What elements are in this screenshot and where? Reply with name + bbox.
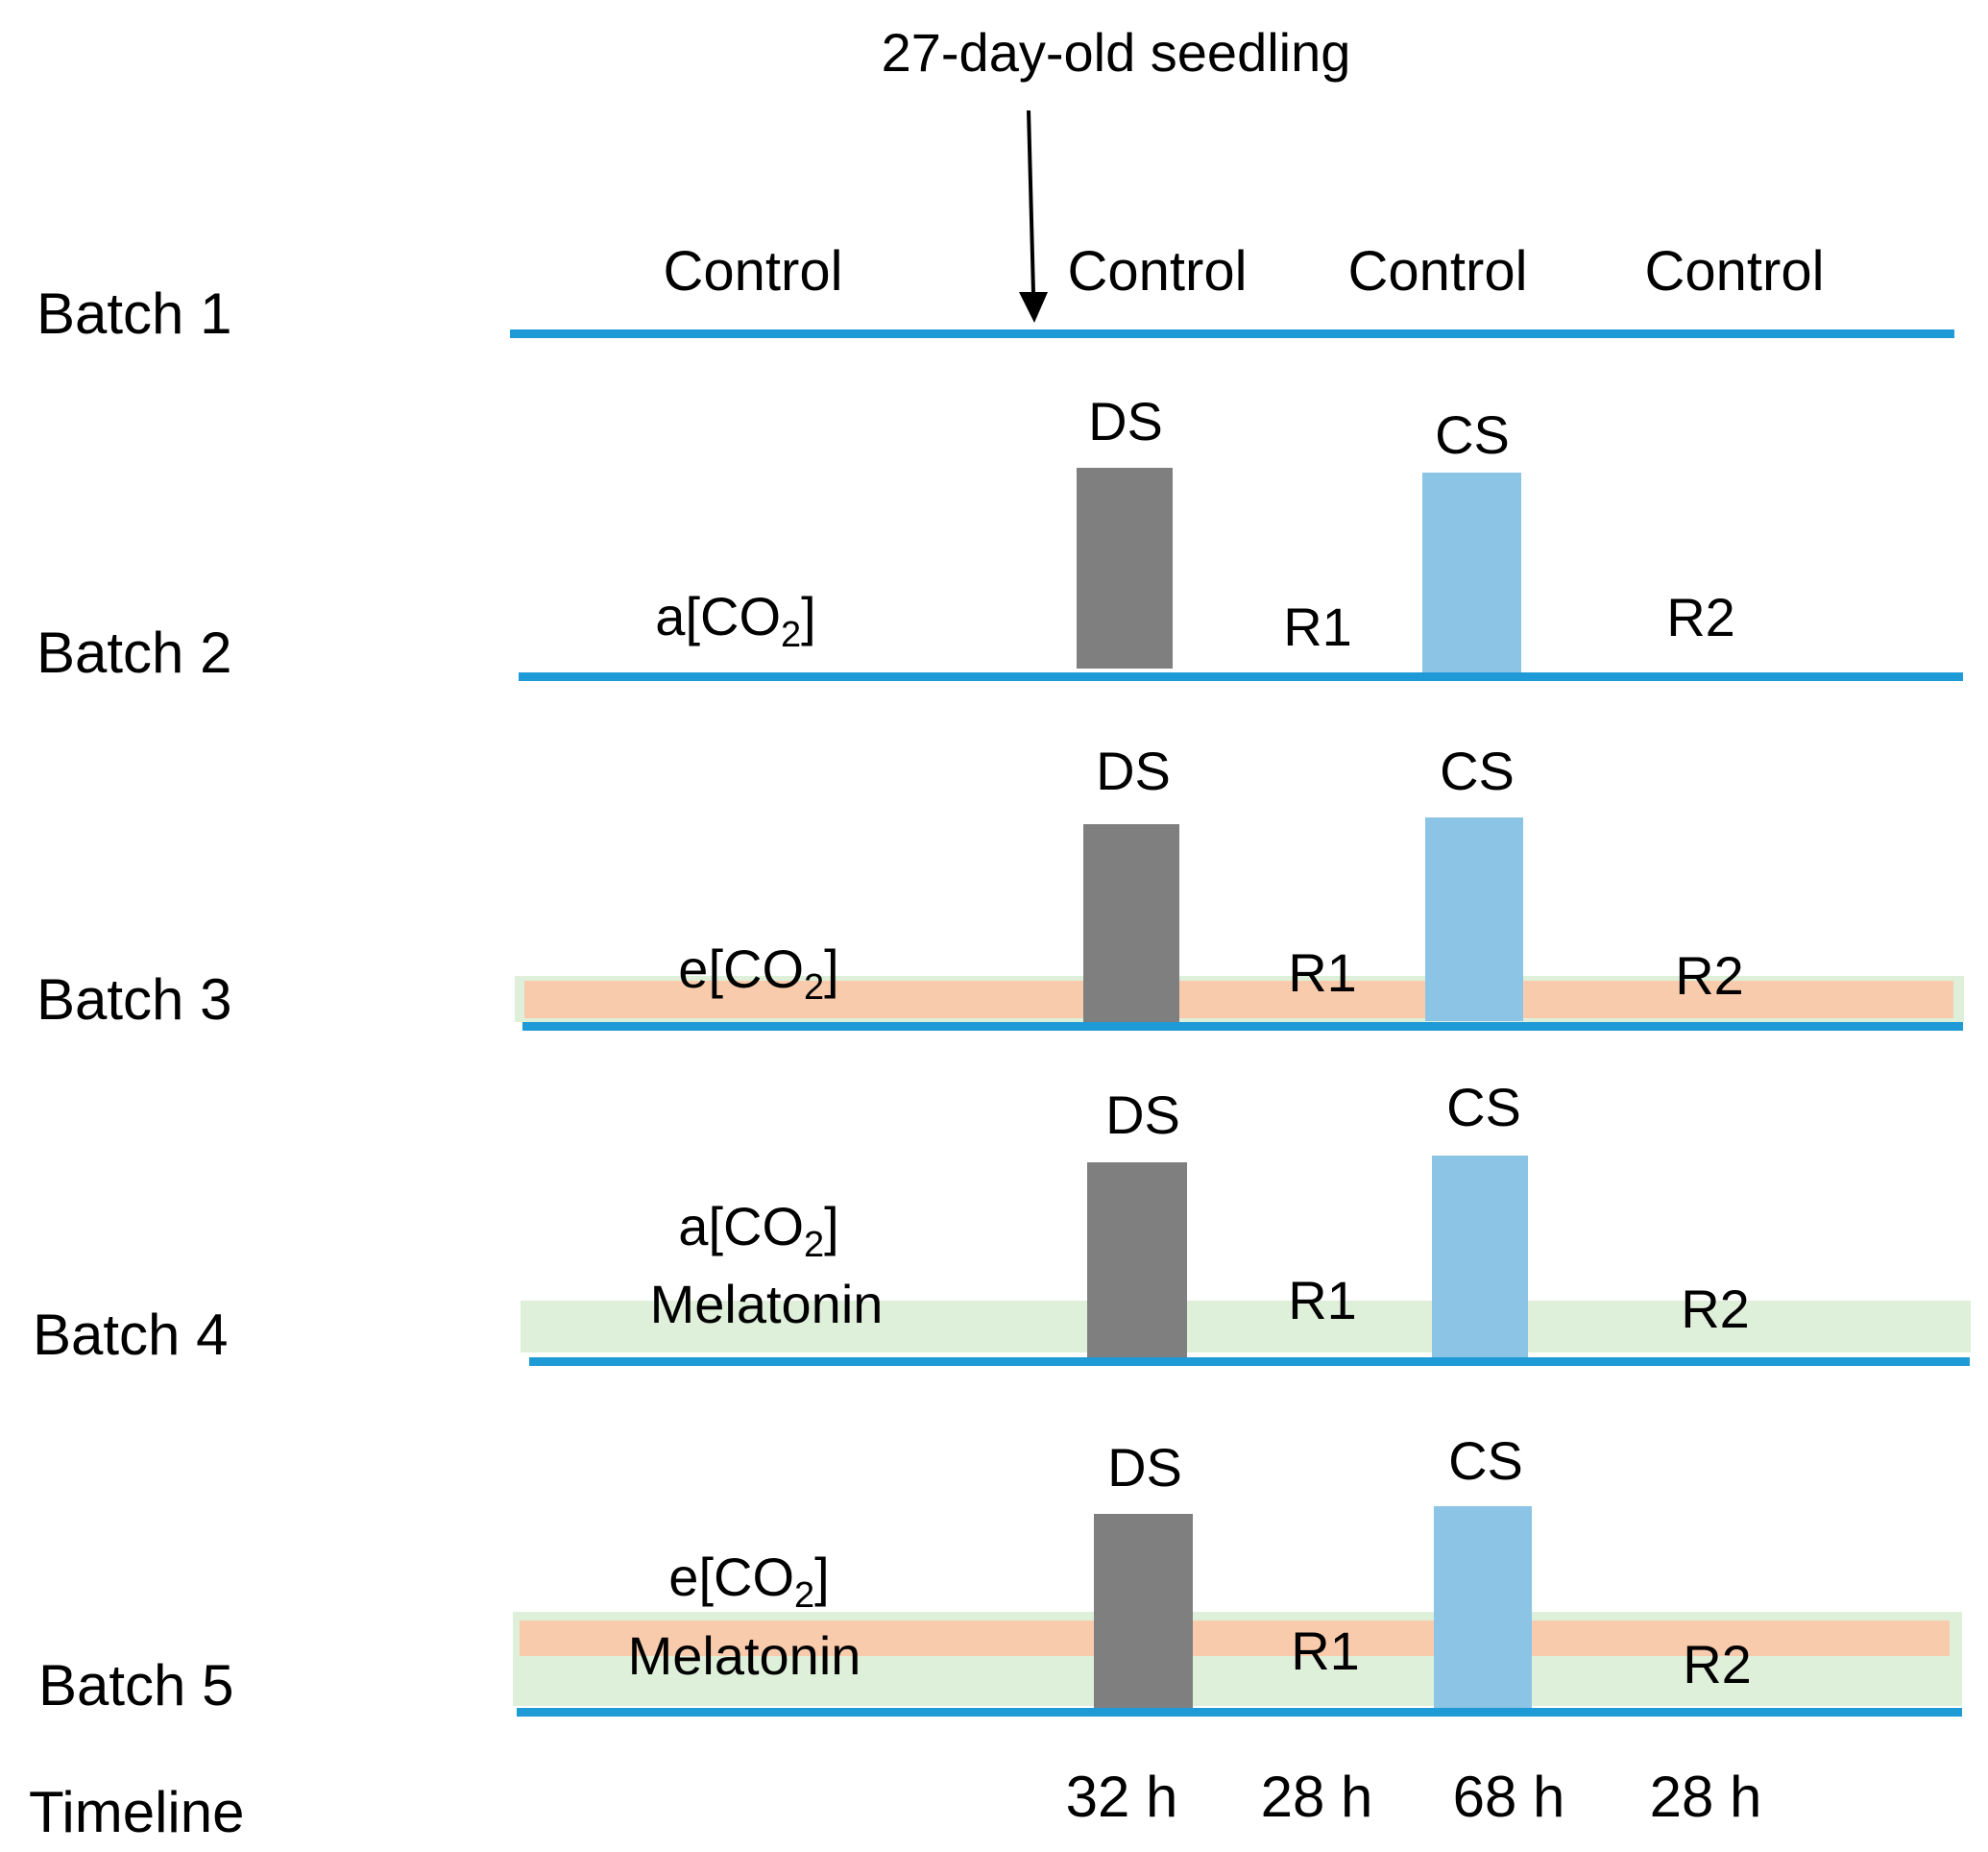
batch-2-baseline — [519, 672, 1963, 681]
timeline-row: Timeline 32 h 28 h 68 h 28 h — [29, 1765, 1761, 1844]
batch-1-phase-4: Control — [1645, 240, 1825, 303]
batch-3-r2-label: R2 — [1675, 945, 1744, 1006]
timeline-label: Timeline — [29, 1780, 245, 1844]
timeline-duration-r1: 28 h — [1261, 1765, 1373, 1829]
batch-5-cs-label: CS — [1448, 1430, 1523, 1491]
batch-4-label: Batch 4 — [33, 1303, 228, 1367]
batch-1-label: Batch 1 — [36, 281, 231, 346]
batch-3-cold-bar — [1425, 817, 1523, 1021]
batch-4-r1-label: R1 — [1288, 1270, 1357, 1330]
batch-5-baseline — [517, 1708, 1962, 1717]
batch-3-eco2-band — [524, 981, 1953, 1018]
seedling-arrowhead — [1019, 292, 1048, 323]
timeline-duration-r2: 28 h — [1650, 1765, 1762, 1829]
batch-5-label: Batch 5 — [38, 1653, 233, 1718]
batch-4-drought-bar — [1087, 1162, 1187, 1364]
seedling-label: 27-day-old seedling — [882, 22, 1351, 83]
batch-5-eco2-band — [520, 1620, 1950, 1656]
batch-3-row: Batch 3 DS CS e[CO2] R1 R2 — [36, 741, 1964, 1032]
batch-4-cold-bar — [1432, 1156, 1528, 1357]
batch-2-drought-bar — [1077, 468, 1173, 669]
batch-3-ds-label: DS — [1096, 741, 1171, 801]
batch-2-treatment: a[CO2] — [655, 586, 815, 655]
batch-3-treatment: e[CO2] — [678, 938, 838, 1008]
batch-2-ds-label: DS — [1088, 391, 1163, 451]
batch-2-r1-label: R1 — [1283, 597, 1352, 657]
batch-4-melatonin-band — [521, 1301, 1971, 1352]
timeline-duration-cs: 68 h — [1453, 1765, 1565, 1829]
batch-3-drought-bar — [1083, 824, 1179, 1027]
batch-2-cs-label: CS — [1435, 404, 1510, 465]
timeline-duration-ds: 32 h — [1066, 1765, 1178, 1829]
batch-2-row: Batch 2 DS CS a[CO2] R1 R2 — [36, 391, 1963, 685]
batch-5-treatment: e[CO2] — [668, 1547, 829, 1616]
seedling-arrow — [1027, 110, 1035, 294]
batch-3-cs-label: CS — [1440, 741, 1515, 801]
batch-1-phase-1: Control — [664, 240, 843, 303]
batch-4-ds-label: DS — [1105, 1084, 1180, 1145]
batch-5-r2-label: R2 — [1683, 1634, 1752, 1694]
batch-5-melatonin-label: Melatonin — [628, 1625, 861, 1686]
batch-5-row: Batch 5 DS CS e[CO2] Melatonin R1 R2 — [38, 1430, 1962, 1718]
batch-1-row: Batch 1 Control Control Control Control — [36, 240, 1954, 346]
batch-3-baseline — [522, 1022, 1963, 1031]
batch-2-r2-label: R2 — [1666, 587, 1735, 647]
batch-3-label: Batch 3 — [36, 967, 231, 1032]
batch-4-r2-label: R2 — [1681, 1279, 1750, 1339]
batch-1-phase-2: Control — [1068, 240, 1248, 303]
batch-3-r1-label: R1 — [1288, 942, 1357, 1003]
batch-4-cs-label: CS — [1446, 1077, 1521, 1137]
batch-2-cold-bar — [1422, 473, 1521, 675]
batch-2-label: Batch 2 — [36, 621, 231, 685]
batch-5-cold-bar — [1434, 1506, 1532, 1711]
batch-4-baseline — [529, 1357, 1970, 1366]
batch-5-drought-bar — [1094, 1514, 1193, 1715]
batch-4-melatonin-label: Melatonin — [650, 1274, 884, 1334]
batch-1-baseline — [510, 329, 1954, 338]
batch-1-phase-3: Control — [1348, 240, 1528, 303]
batch-4-treatment: a[CO2] — [678, 1196, 838, 1265]
batch-4-row: Batch 4 DS CS a[CO2] Melatonin R1 R2 — [33, 1077, 1971, 1367]
batch-5-r1-label: R1 — [1291, 1620, 1360, 1681]
batch-5-ds-label: DS — [1107, 1437, 1182, 1498]
